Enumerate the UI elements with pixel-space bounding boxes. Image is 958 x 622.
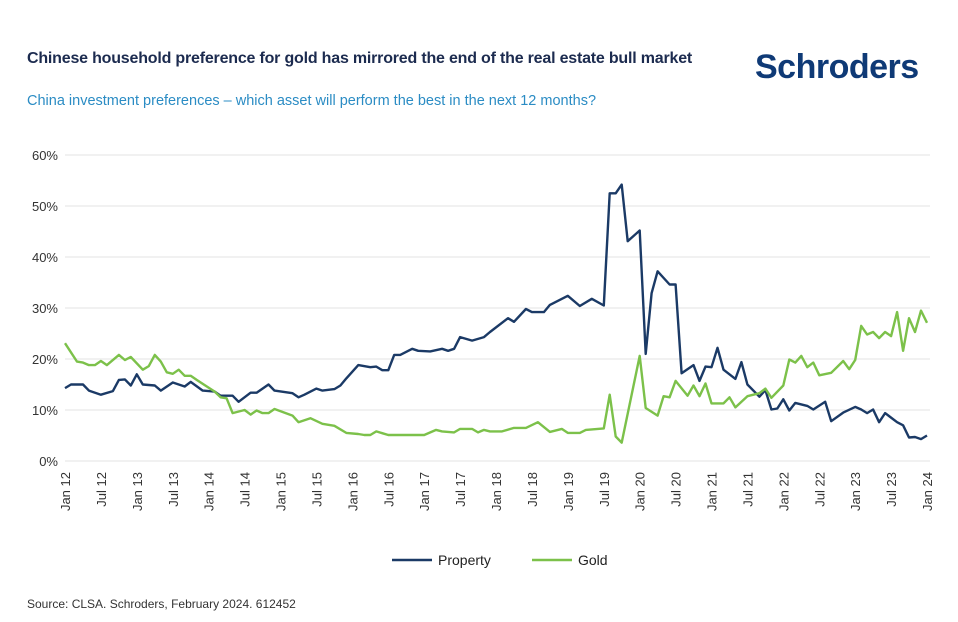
- x-axis-ticks: Jan 12 Jul 12 Jan 13 Jul 13 Jan 14 Jul 14 Jan …: [58, 472, 935, 511]
- x-tick-label: Jan 22: [776, 472, 791, 511]
- x-tick-label: Jan 18: [489, 472, 504, 511]
- y-axis-ticks: 0% 10% 20% 30% 40% 50% 60%: [32, 148, 58, 469]
- x-tick-label: Jan 20: [633, 472, 648, 511]
- x-tick-label: Jul 19: [597, 472, 612, 507]
- x-tick-label: Jul 17: [453, 472, 468, 507]
- legend-label-property: Property: [438, 552, 491, 568]
- x-tick-label: Jan 12: [58, 472, 73, 511]
- x-tick-label: Jul 22: [812, 472, 827, 507]
- x-tick-label: Jul 12: [94, 472, 109, 507]
- x-tick-label: Jan 14: [202, 472, 217, 511]
- y-tick-label: 0%: [39, 454, 58, 469]
- x-tick-label: Jan 15: [274, 472, 289, 511]
- y-tick-label: 10%: [32, 403, 58, 418]
- legend: Property Gold: [392, 552, 608, 568]
- x-tick-label: Jul 16: [381, 472, 396, 507]
- x-tick-label: Jan 13: [130, 472, 145, 511]
- source-note: Source: CLSA. Schroders, February 2024. …: [27, 597, 296, 611]
- chart-subtitle: China investment preferences – which ass…: [27, 93, 597, 109]
- x-tick-label: Jan 24: [920, 472, 935, 511]
- x-tick-label: Jul 14: [238, 472, 253, 507]
- series-line-gold: [63, 309, 929, 444]
- x-tick-label: Jul 13: [166, 472, 181, 507]
- x-tick-label: Jul 15: [309, 472, 324, 507]
- legend-label-gold: Gold: [578, 552, 608, 568]
- y-tick-label: 20%: [32, 352, 58, 367]
- series-lines: [63, 183, 929, 444]
- x-tick-label: Jan 17: [417, 472, 432, 511]
- x-tick-label: Jan 19: [561, 472, 576, 511]
- x-tick-label: Jan 23: [848, 472, 863, 511]
- y-tick-label: 50%: [32, 199, 58, 214]
- x-tick-label: Jul 21: [740, 472, 755, 507]
- y-tick-label: 30%: [32, 301, 58, 316]
- x-tick-label: Jan 21: [705, 472, 720, 511]
- y-tick-label: 40%: [32, 250, 58, 265]
- x-tick-label: Jul 18: [525, 472, 540, 507]
- x-tick-label: Jan 16: [345, 472, 360, 511]
- chart-title: Chinese household preference for gold ha…: [27, 50, 693, 67]
- x-tick-label: Jul 20: [669, 472, 684, 507]
- series-line-property: [64, 183, 928, 441]
- gridlines: [65, 154, 930, 462]
- x-tick-label: Jul 23: [884, 472, 899, 507]
- schroders-logo: Schroders: [755, 48, 919, 86]
- y-tick-label: 60%: [32, 148, 58, 163]
